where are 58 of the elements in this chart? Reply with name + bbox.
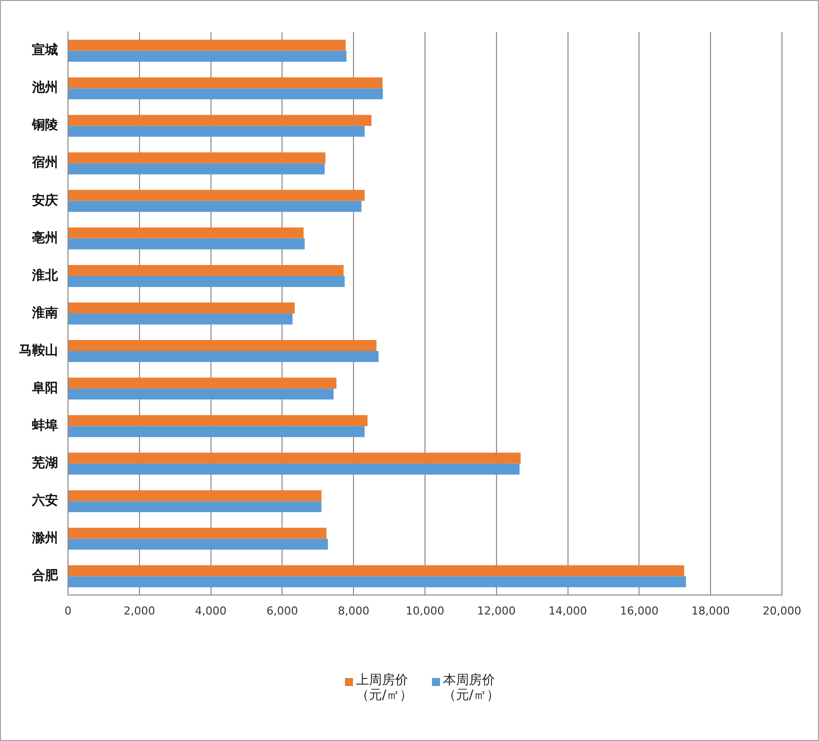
x-tick-label: 8,000 <box>338 604 370 618</box>
y-tick-label: 安庆 <box>32 192 58 208</box>
bar <box>68 452 521 464</box>
y-tick-label: 六安 <box>31 492 58 509</box>
bar <box>68 302 295 314</box>
bar <box>68 426 365 438</box>
bar <box>68 126 365 137</box>
bar <box>68 238 305 250</box>
y-tick-label: 宣城 <box>32 42 58 58</box>
bar <box>68 200 362 212</box>
y-tick-label: 合肥 <box>31 568 59 584</box>
bar <box>68 314 293 324</box>
x-tick-label: 20,000 <box>762 604 802 618</box>
bar <box>68 528 326 539</box>
bar <box>68 388 334 400</box>
x-tick-label: 0 <box>64 604 72 618</box>
y-tick-label: 蚌埠 <box>31 417 58 434</box>
y-tick-label: 阜阳 <box>31 380 58 396</box>
bar <box>68 464 520 475</box>
bar <box>68 114 372 126</box>
bar <box>68 501 322 512</box>
bar <box>68 378 336 389</box>
bar <box>68 565 684 576</box>
x-tick-label: 10,000 <box>406 604 444 618</box>
y-tick-label: 芜湖 <box>31 455 58 472</box>
x-tick-label: 14,000 <box>548 604 588 618</box>
y-tick-label: 铜陵 <box>31 118 59 134</box>
y-tick-label: 宿州 <box>31 154 58 171</box>
x-tick-label: 2,000 <box>124 604 156 618</box>
y-tick-label: 滁州 <box>31 531 58 546</box>
y-tick-label: 马鞍山 <box>19 342 58 358</box>
y-tick-label: 淮北 <box>31 267 59 284</box>
bar <box>68 77 383 88</box>
x-tick-label: 16,000 <box>620 604 658 618</box>
bar <box>68 340 376 352</box>
bar <box>68 190 365 201</box>
x-tick-label: 4,000 <box>195 604 227 618</box>
y-tick-label: 淮南 <box>31 304 58 321</box>
bar <box>68 50 346 62</box>
bar <box>68 227 304 238</box>
legend-label: 上周房价（元/㎡） <box>356 673 414 703</box>
x-tick-label: 18,000 <box>691 604 730 618</box>
bar <box>68 88 383 100</box>
bar <box>68 152 326 164</box>
y-tick-label: 池州 <box>31 80 58 96</box>
bar <box>68 40 346 51</box>
y-tick-label: 亳州 <box>32 230 58 246</box>
bar <box>68 264 344 276</box>
bar <box>68 276 345 287</box>
x-tick-label: 6,000 <box>266 604 298 618</box>
legend-label: 本周房价（元/㎡） <box>443 673 500 703</box>
bar <box>68 163 325 174</box>
bar <box>68 576 686 588</box>
bar <box>68 490 322 502</box>
bar <box>68 538 328 550</box>
x-tick-label: 12,000 <box>477 604 516 618</box>
bar <box>68 415 368 426</box>
bar <box>68 351 379 362</box>
